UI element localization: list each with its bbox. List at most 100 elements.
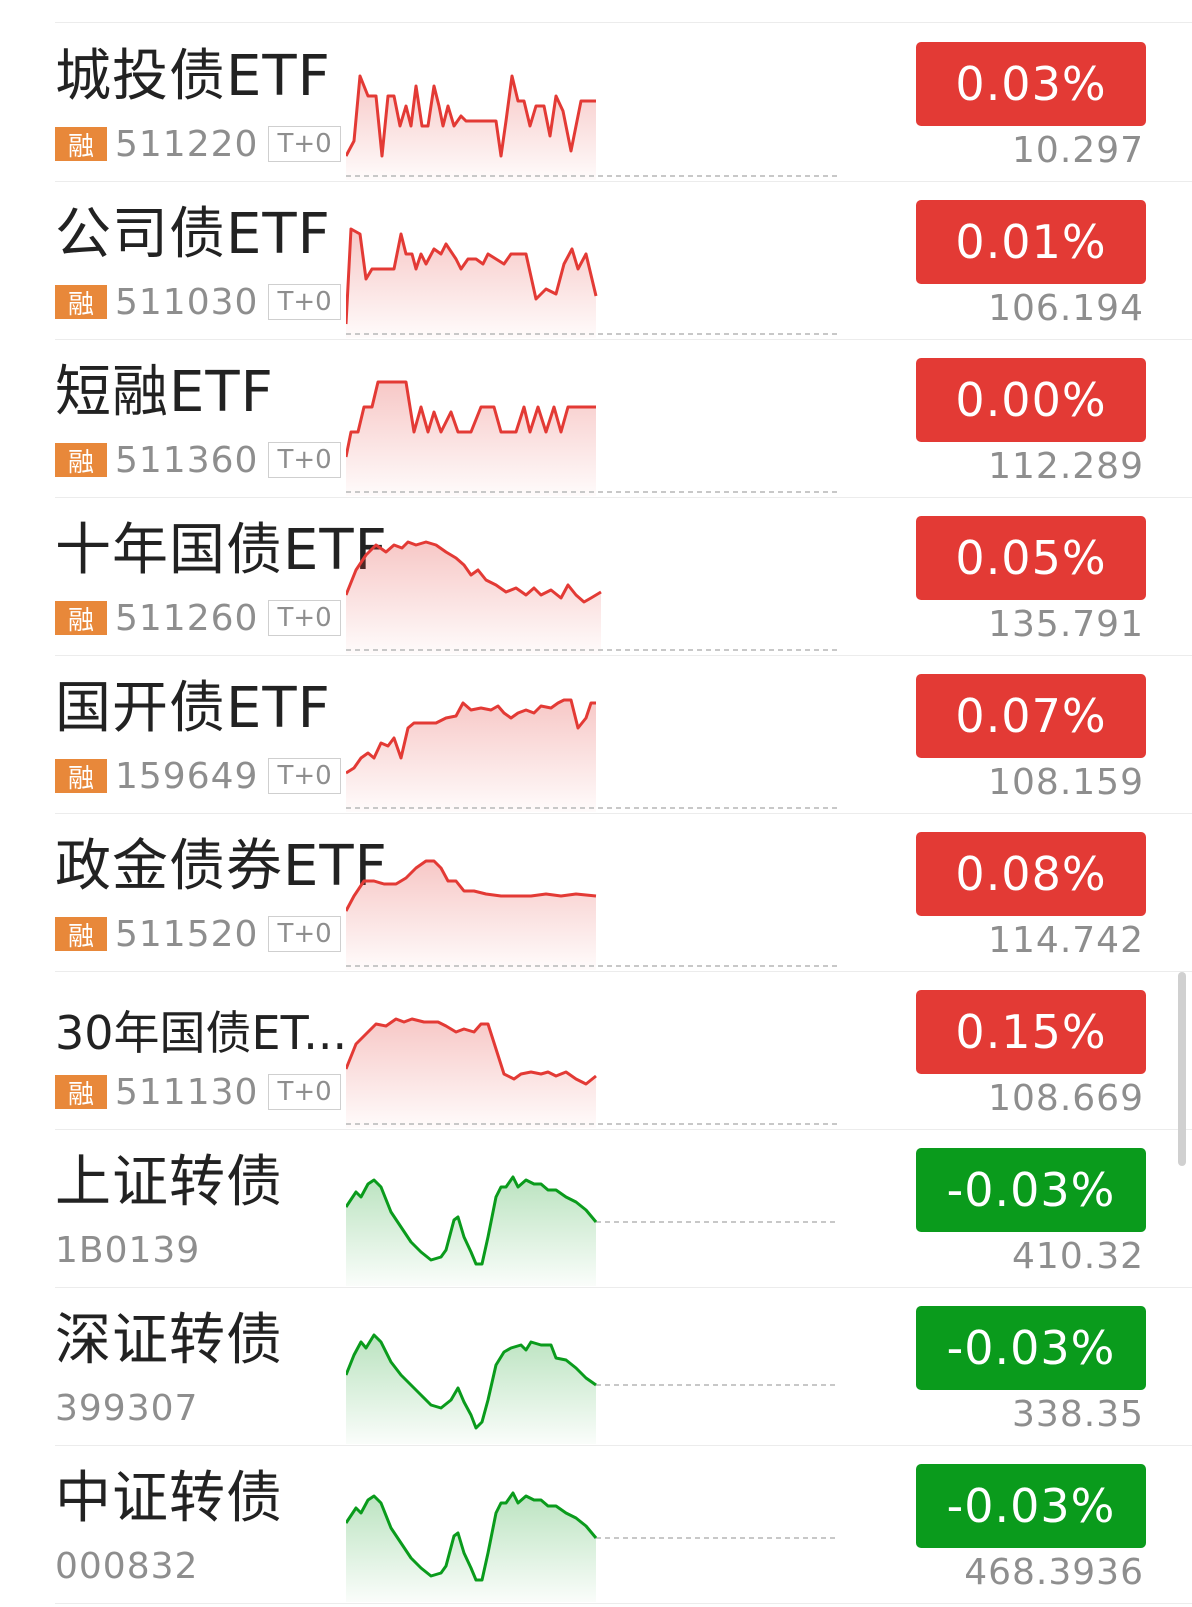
margin-tag: 融: [55, 759, 107, 794]
change-badge[interactable]: 0.00%: [916, 358, 1146, 442]
code-line: 融 511360 T+0: [55, 439, 341, 481]
sparkline-area: [346, 542, 601, 654]
t0-tag: T+0: [268, 284, 341, 320]
margin-tag: 融: [55, 443, 107, 478]
change-badge[interactable]: 0.07%: [916, 674, 1146, 758]
sparkline-area: [346, 1177, 596, 1286]
sparkline-area: [346, 1335, 596, 1444]
fund-name: 中证转债: [55, 1466, 283, 1531]
sparkline-line: [346, 859, 597, 912]
list-item[interactable]: 国开债ETF 融 159649 T+0 0.07% 108.159: [0, 656, 1192, 814]
t0-tag: T+0: [268, 1074, 341, 1110]
change-badge[interactable]: 0.08%: [916, 832, 1146, 916]
sparkline-chart: [346, 74, 838, 180]
sparkline-chart: [346, 1175, 838, 1286]
sparkline-line: [346, 227, 598, 325]
row-divider: [55, 1445, 1192, 1446]
sparkline-area: [346, 1019, 596, 1128]
fund-code: 159649: [115, 755, 259, 797]
bond-etf-list: 城投债ETF 融 511220 T+0 0.03% 10.297 公司债ETF 融 511030…: [0, 24, 1192, 1604]
sparkline-chart: [346, 859, 838, 970]
change-badge[interactable]: 0.03%: [916, 42, 1146, 126]
change-badge[interactable]: 0.05%: [916, 516, 1146, 600]
fund-code: 511360: [115, 439, 259, 481]
sparkline-area: [346, 229, 596, 338]
sparkline-area: [346, 1493, 596, 1602]
code-line: 399307: [55, 1387, 199, 1429]
latest-price: 468.3936: [964, 1552, 1144, 1593]
margin-tag: 融: [55, 1075, 107, 1110]
margin-tag: 融: [55, 285, 107, 320]
sparkline-chart: [346, 380, 838, 496]
list-item[interactable]: 短融ETF 融 511360 T+0 0.00% 112.289: [0, 340, 1192, 498]
row-divider: [55, 813, 1192, 814]
code-line: 融 511220 T+0: [55, 123, 341, 165]
latest-price: 135.791: [988, 604, 1144, 645]
sparkline-chart: [346, 698, 838, 812]
sparkline-line: [346, 1175, 598, 1266]
code-line: 融 511130 T+0: [55, 1071, 341, 1113]
list-item[interactable]: 十年国债ETF 融 511260 T+0 0.05% 135.791: [0, 498, 1192, 656]
row-divider: [55, 497, 1192, 498]
sparkline-area: [346, 76, 596, 180]
code-line: 000832: [55, 1545, 199, 1587]
change-badge[interactable]: -0.03%: [916, 1148, 1146, 1232]
latest-price: 114.742: [988, 920, 1144, 961]
row-divider: [55, 339, 1192, 340]
sparkline-line: [346, 1333, 597, 1430]
fund-name: 短融ETF: [55, 360, 274, 425]
latest-price: 108.669: [988, 1078, 1144, 1119]
latest-price: 106.194: [988, 288, 1144, 329]
code-line: 融 159649 T+0: [55, 755, 341, 797]
latest-price: 10.297: [1012, 130, 1144, 171]
list-item[interactable]: 公司债ETF 融 511030 T+0 0.01% 106.194: [0, 182, 1192, 340]
fund-code: 511220: [115, 123, 259, 165]
change-badge[interactable]: 0.01%: [916, 200, 1146, 284]
t0-tag: T+0: [268, 126, 341, 162]
top-divider: [55, 22, 1192, 23]
fund-name: 上证转债: [55, 1150, 283, 1215]
fund-code: 1B0139: [55, 1229, 201, 1271]
list-item[interactable]: 30年国债ET... 融 511130 T+0 0.15% 108.669: [0, 972, 1192, 1130]
latest-price: 410.32: [1012, 1236, 1144, 1277]
sparkline-area: [346, 382, 596, 496]
sparkline-chart: [346, 1333, 838, 1444]
change-badge[interactable]: -0.03%: [916, 1306, 1146, 1390]
fund-name: 城投债ETF: [55, 44, 331, 109]
sparkline-area: [346, 700, 596, 812]
margin-tag: 融: [55, 917, 107, 952]
code-line: 融 511030 T+0: [55, 282, 341, 323]
t0-tag: T+0: [268, 442, 341, 478]
fund-name: 深证转债: [55, 1308, 283, 1373]
row-divider: [55, 655, 1192, 656]
margin-tag: 融: [55, 601, 107, 636]
list-item[interactable]: 深证转债 399307 -0.03% 338.35: [0, 1288, 1192, 1446]
change-badge[interactable]: -0.03%: [916, 1464, 1146, 1548]
sparkline-line: [346, 1017, 597, 1086]
code-line: 融 511520 T+0: [55, 913, 341, 955]
scrollbar[interactable]: [1178, 972, 1186, 1166]
change-badge[interactable]: 0.15%: [916, 990, 1146, 1074]
t0-tag: T+0: [268, 758, 341, 794]
sparkline-line: [346, 380, 596, 458]
sparkline-line: [346, 74, 596, 158]
sparkline-chart: [346, 540, 838, 654]
list-item[interactable]: 上证转债 1B0139 -0.03% 410.32: [0, 1130, 1192, 1288]
fund-code: 399307: [55, 1387, 199, 1429]
list-item[interactable]: 城投债ETF 融 511220 T+0 0.03% 10.297: [0, 24, 1192, 182]
fund-code: 511520: [115, 913, 259, 955]
latest-price: 108.159: [988, 762, 1144, 803]
fund-name: 政金债券ETF: [55, 834, 388, 899]
fund-code: 511130: [115, 1071, 259, 1113]
margin-tag: 融: [55, 127, 107, 162]
sparkline-chart: [346, 1017, 838, 1128]
fund-code: 000832: [55, 1545, 199, 1587]
list-item[interactable]: 中证转债 000832 -0.03% 468.3936: [0, 1446, 1192, 1604]
code-line: 融 511260 T+0: [55, 598, 341, 639]
sparkline-line: [346, 540, 602, 604]
row-divider: [55, 1603, 1192, 1604]
sparkline-line: [346, 1491, 598, 1582]
fund-name: 国开债ETF: [55, 676, 331, 741]
row-divider: [55, 181, 1192, 182]
list-item[interactable]: 政金债券ETF 融 511520 T+0 0.08% 114.742: [0, 814, 1192, 972]
